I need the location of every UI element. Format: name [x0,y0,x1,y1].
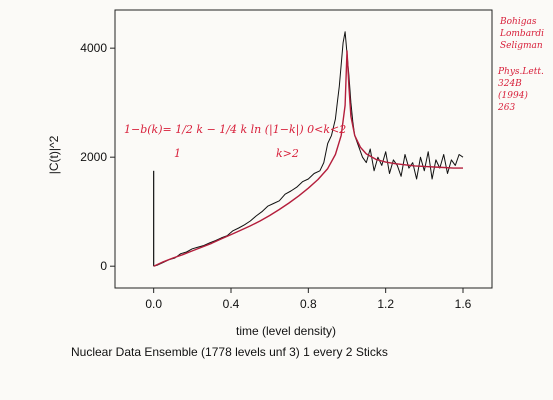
series-layer [153,31,464,267]
y-axis-label: |C(t)|^2 [47,135,61,174]
citation-line: 324B [498,79,522,89]
x-tick-label: 0.0 [145,297,162,311]
x-tick-label: 1.2 [377,297,394,311]
formula-line-two-left: 1 [174,147,181,160]
chart-caption: Nuclear Data Ensemble (1778 levels unf 3… [71,345,388,359]
citation-line: Seligman [500,41,543,51]
citation-line: 263 [497,103,515,113]
x-tick-label: 1.6 [455,297,472,311]
citation-line: Phys.Lett. [497,67,544,77]
formula-line-two-right: k>2 [276,147,299,160]
axis-ticks: 0.0 0.4 0.8 1.2 1.6 0 2000 4000 [80,41,471,311]
y-tick-label: 2000 [80,150,107,164]
formula-line: 1−b(k)= 1/2 k − 1/4 k ln (|1−k|) 0<k<2 [124,123,346,137]
theory-curve-line [153,50,463,267]
x-tick-label: 0.8 [300,297,317,311]
data-series-line [153,31,464,267]
y-tick-label: 0 [100,259,107,273]
formula-annotation: 1−b(k)= 1/2 k − 1/4 k ln (|1−k|) 0<k<2 1… [124,123,346,160]
x-tick-label: 0.4 [223,297,240,311]
citation-line: (1994) [498,90,528,101]
y-tick-label: 4000 [80,41,107,55]
citation-line: Bohigas [499,17,537,27]
x-axis-label: time (level density) [236,324,336,338]
citation-line: Lombardi [499,29,544,39]
citation-annotation: Bohigas Lombardi Seligman Phys.Lett. 324B(19… [497,17,544,113]
plot-frame [114,9,493,289]
